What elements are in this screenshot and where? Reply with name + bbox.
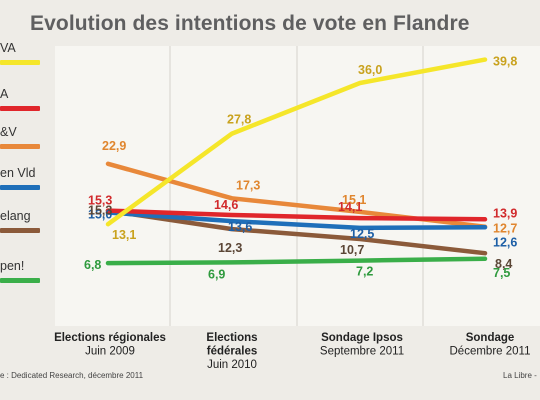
data-label: 36,0 — [358, 63, 382, 77]
legend-label: pen! — [0, 259, 24, 273]
x-tick-label: Elections régionales — [54, 332, 166, 344]
data-label: 22,9 — [102, 139, 126, 153]
legend-label: A — [0, 87, 9, 101]
x-tick-label: fédérales — [207, 346, 258, 358]
data-label: 13,1 — [112, 228, 136, 242]
data-label: 8,4 — [495, 257, 512, 271]
x-tick-label: Sondage Ipsos — [321, 332, 403, 344]
data-label: 15,3 — [88, 204, 112, 218]
data-label: 15,3 — [88, 194, 112, 208]
series-line — [105, 210, 488, 231]
legend-label: en Vld — [0, 166, 35, 180]
data-label: 39,8 — [493, 55, 517, 69]
x-tick-label: Septembre 2011 — [320, 346, 404, 358]
x-tick-label: Décembre 2011 — [450, 346, 531, 358]
data-label: 12,7 — [493, 222, 517, 236]
data-label: 15,1 — [342, 193, 366, 207]
legend-label: &V — [0, 125, 17, 139]
data-label: 7,5 — [493, 266, 510, 280]
series-line — [105, 208, 488, 256]
x-tick-label: Elections — [206, 332, 257, 344]
data-label: 14,6 — [214, 198, 238, 212]
data-label: 12,6 — [493, 235, 517, 249]
data-label: 13,6 — [228, 220, 252, 234]
legend-swatch — [0, 185, 40, 190]
data-label: 10,7 — [340, 243, 364, 257]
series-line — [105, 57, 488, 227]
series-line — [105, 208, 488, 222]
chart-title: Evolution des intentions de vote en Flan… — [30, 12, 470, 35]
data-label: 6,8 — [84, 258, 101, 272]
data-label: 7,2 — [356, 265, 373, 279]
legend-swatch — [0, 60, 40, 65]
data-label: 12,5 — [350, 227, 374, 241]
data-label: 17,3 — [236, 178, 260, 192]
legend-swatch — [0, 106, 40, 111]
data-label: 14,1 — [338, 200, 362, 214]
data-label: 6,9 — [208, 267, 225, 281]
credit-note: La Libre - — [503, 371, 537, 380]
x-tick-label: Juin 2009 — [85, 346, 135, 358]
legend-swatch — [0, 228, 40, 233]
legend-label: elang — [0, 209, 31, 223]
legend-label: VA — [0, 41, 16, 55]
data-label: 12,3 — [218, 241, 242, 255]
source-note: e : Dedicated Research, décembre 2011 — [0, 371, 144, 380]
data-label: 13,9 — [493, 206, 517, 220]
x-tick-label: Sondage — [466, 332, 515, 344]
data-label: 15,0 — [88, 208, 112, 222]
legend-swatch — [0, 144, 40, 149]
data-label: 27,8 — [227, 113, 251, 127]
series-line — [105, 256, 488, 266]
legend-swatch — [0, 278, 40, 283]
x-tick-label: Juin 2010 — [207, 359, 257, 371]
